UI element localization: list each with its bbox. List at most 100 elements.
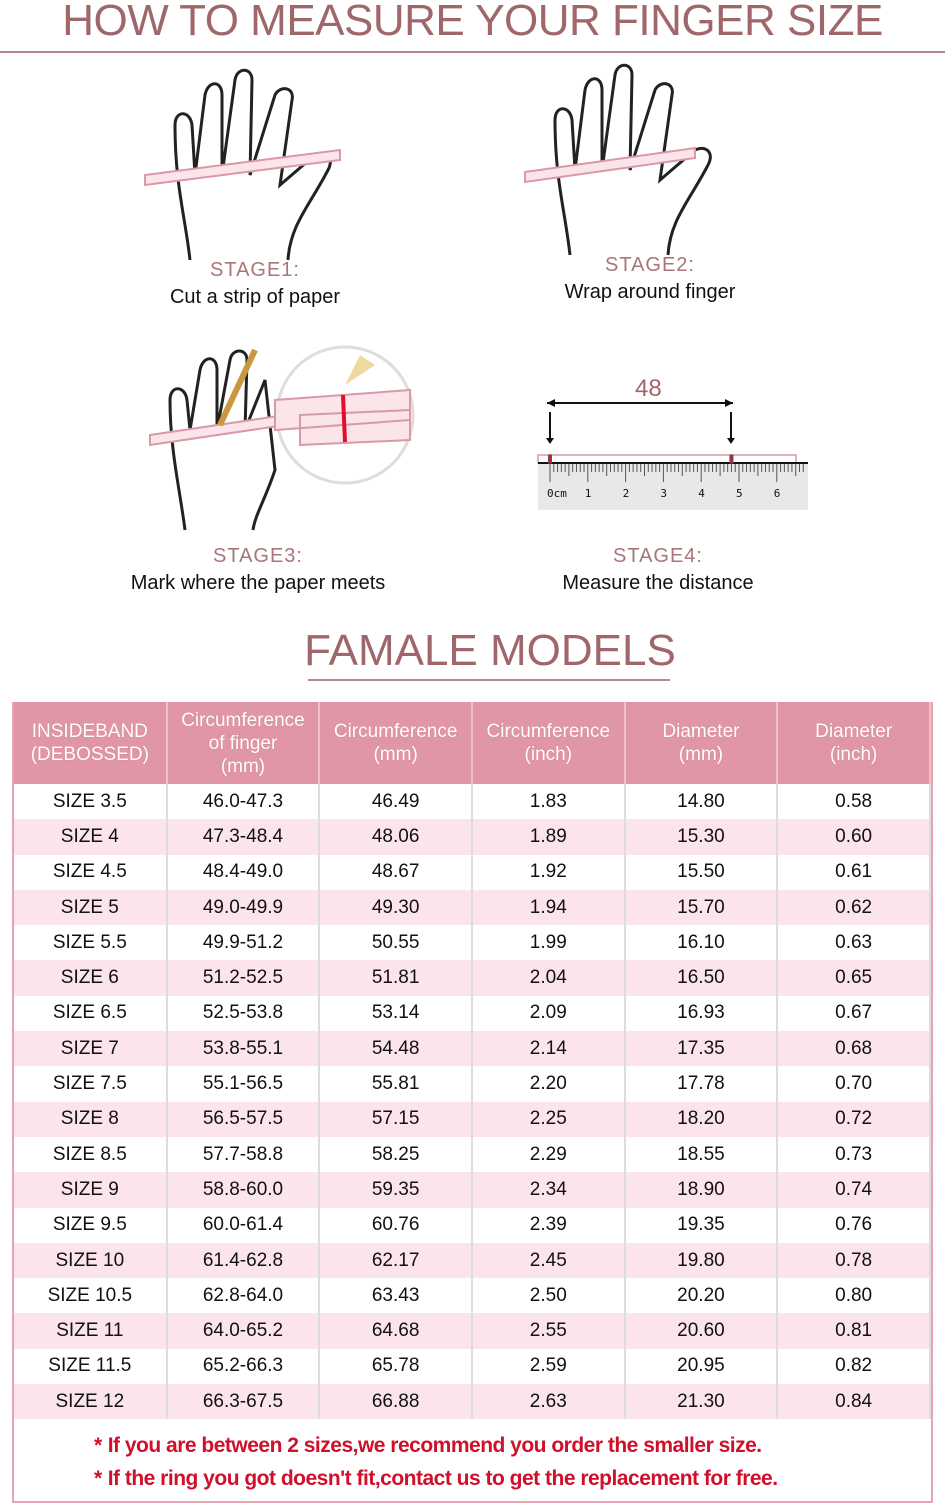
table-cell: 2.14 [471,1031,626,1067]
table-cell: 16.93 [624,995,779,1032]
table-cell: 0.81 [777,1313,931,1349]
table-cell: 49.30 [319,889,473,926]
column-header: Diameter (inch) [777,702,931,784]
table-cell: 48.4-49.0 [166,854,321,890]
table-cell: 53.14 [319,995,473,1032]
table-row: SIZE 11 64.0-65.2 64.68 2.55 20.60 0.81 [14,1313,931,1349]
table-cell: 1.89 [471,819,626,855]
table-cell: 0.63 [777,925,931,961]
table-cell: 0.70 [777,1066,931,1102]
table-cell: 48.06 [319,819,473,855]
table-row: SIZE 9 58.8-60.0 59.35 2.34 18.90 0.74 [14,1172,931,1208]
note-1: * If you are between 2 sizes,we recommend… [94,1434,762,1458]
table-cell: 62.8-64.0 [166,1278,321,1314]
divider [308,679,670,681]
stage-2: STAGE2: Wrap around finger [564,254,736,303]
divider [0,51,945,53]
table-cell: 2.55 [471,1313,626,1349]
table-cell: SIZE 6 [14,960,168,996]
table-cell: 21.30 [624,1384,779,1420]
table-cell: 20.20 [624,1278,779,1314]
table-cell: SIZE 7 [14,1031,168,1067]
table-cell: 17.35 [624,1031,779,1067]
table-cell: SIZE 12 [14,1384,168,1420]
table-row: SIZE 7 53.8-55.1 54.48 2.14 17.35 0.68 [14,1031,931,1067]
table-cell: 66.88 [319,1384,473,1420]
table-cell: SIZE 4.5 [14,854,168,890]
table-cell: 0.72 [777,1101,931,1137]
table-cell: 61.4-62.8 [166,1242,321,1279]
table-cell: 64.68 [319,1313,473,1349]
stage-3: STAGE3: Mark where the paper meets [130,545,386,594]
table-row: SIZE 6.5 52.5-53.8 53.14 2.09 16.93 0.67 [14,995,931,1032]
table-cell: 15.30 [624,819,779,855]
table-cell: 60.0-61.4 [166,1207,321,1243]
ruler-tick-label: 3 [660,487,667,500]
page-title: HOW TO MEASURE YOUR FINGER SIZE [62,0,883,45]
table-cell: 16.10 [624,925,779,961]
table-cell: SIZE 3.5 [14,784,168,820]
table-cell: 19.80 [624,1242,779,1279]
table-cell: SIZE 5.5 [14,925,168,961]
table-row: SIZE 5.5 49.9-51.2 50.55 1.99 16.10 0.63 [14,925,931,961]
table-cell: 50.55 [319,925,473,961]
hand-paper-strip-illustration [144,68,341,261]
table-cell: 49.9-51.2 [166,925,321,961]
table-row: SIZE 8.5 57.7-58.8 58.25 2.29 18.55 0.73 [14,1136,931,1173]
table-row: SIZE 10.5 62.8-64.0 63.43 2.50 20.20 0.80 [14,1278,931,1314]
table-cell: 55.81 [319,1066,473,1102]
table-cell: 48.67 [319,854,473,890]
table-cell: 0.74 [777,1172,931,1208]
table-cell: 17.78 [624,1066,779,1102]
column-header: Circumference of finger (mm) [166,702,321,784]
table-cell: 15.50 [624,854,779,890]
ruler-tick-label: 2 [623,487,630,500]
table-cell: 18.55 [624,1136,779,1173]
column-header: INSIDEBAND (DEBOSSED) [14,702,168,784]
ruler-tick-label: 1 [585,487,592,500]
table-cell: 64.0-65.2 [166,1313,321,1349]
table-cell: 46.0-47.3 [166,784,321,820]
table-cell: 2.25 [471,1101,626,1137]
table-cell: 18.90 [624,1172,779,1208]
stage-1: STAGE1: Cut a strip of paper [169,259,341,308]
table-cell: 60.76 [319,1207,473,1243]
table-row: SIZE 12 66.3-67.5 66.88 2.63 21.30 0.84 [14,1384,931,1420]
mark [548,454,552,464]
hand-mark-paper-illustration [149,345,415,531]
table-row: SIZE 3.5 46.0-47.3 46.49 1.83 14.80 0.58 [14,784,931,820]
table-cell: 2.29 [471,1136,626,1173]
table-cell: 1.99 [471,925,626,961]
ruler-tick-label: 4 [698,487,705,500]
table-cell: 0.60 [777,819,931,855]
hand-wrap-finger-illustration [524,63,712,256]
column-header: Circumference (mm) [319,702,473,784]
table-cell: 0.65 [777,960,931,996]
ruler-illustration: 48 0cm 1 2 3 4 5 6 [537,375,808,510]
table-cell: 52.5-53.8 [166,995,321,1032]
table-cell: 2.45 [471,1242,626,1279]
table-cell: 47.3-48.4 [166,819,321,855]
table-cell: 19.35 [624,1207,779,1243]
table-cell: 0.80 [777,1278,931,1314]
table-cell: SIZE 8.5 [14,1136,168,1173]
section-title: FAMALE MODELS [304,626,676,675]
table-row: SIZE 6 51.2-52.5 51.81 2.04 16.50 0.65 [14,960,931,996]
table-cell: 0.61 [777,854,931,890]
table-cell: 53.8-55.1 [166,1031,321,1067]
ruler-tick-label: 0cm [547,487,567,500]
table-cell: 59.35 [319,1172,473,1208]
table-row: SIZE 9.5 60.0-61.4 60.76 2.39 19.35 0.76 [14,1207,931,1243]
table-row: SIZE 11.5 65.2-66.3 65.78 2.59 20.95 0.82 [14,1348,931,1385]
table-cell: 54.48 [319,1031,473,1067]
table-cell: SIZE 4 [14,819,168,855]
table-cell: 0.67 [777,995,931,1032]
size-chart: INSIDEBAND (DEBOSSED) Circumference of fing… [12,702,933,1503]
table-cell: 2.50 [471,1278,626,1314]
table-row: SIZE 10 61.4-62.8 62.17 2.45 19.80 0.78 [14,1242,931,1279]
table-cell: 51.81 [319,960,473,996]
table-cell: 49.0-49.9 [166,889,321,926]
column-header: Diameter (mm) [624,702,779,784]
table-cell: 0.84 [777,1384,931,1420]
table-cell: 1.92 [471,854,626,890]
